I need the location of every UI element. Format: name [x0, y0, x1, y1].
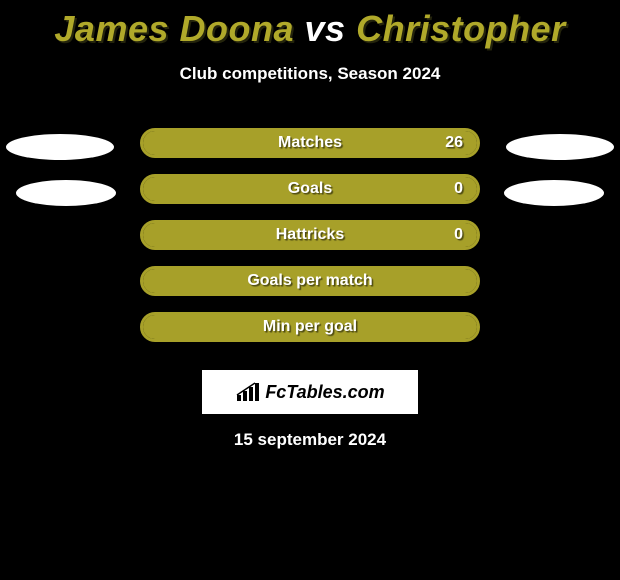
stat-bar-fill [143, 315, 477, 339]
stat-bar: Goals per match [140, 266, 480, 296]
vs-text: vs [305, 8, 346, 49]
stat-row: Min per goal [0, 312, 620, 358]
player2-marker [504, 180, 604, 206]
fctables-icon [235, 381, 261, 403]
stat-row: Hattricks0 [0, 220, 620, 266]
player1-marker [6, 134, 114, 160]
player1-marker [16, 180, 116, 206]
stat-bar: Goals0 [140, 174, 480, 204]
stat-row: Goals0 [0, 174, 620, 220]
stat-bar-fill [143, 269, 477, 293]
subtitle: Club competitions, Season 2024 [0, 64, 620, 84]
stat-bar: Matches26 [140, 128, 480, 158]
stat-rows: Matches26 Goals0 Hattricks0 Goals per match… [0, 128, 620, 358]
stat-bar-fill [143, 177, 477, 201]
player2-name: Christopher [356, 8, 566, 49]
stat-row: Matches26 [0, 128, 620, 174]
player1-name: James Doona [54, 8, 294, 49]
comparison-card: James Doona vs Christopher Club competit… [0, 0, 620, 580]
player2-marker [506, 134, 614, 160]
logo-box: FcTables.com [202, 370, 418, 414]
date-text: 15 september 2024 [0, 430, 620, 450]
card-title: James Doona vs Christopher [0, 0, 620, 50]
stat-bar: Min per goal [140, 312, 480, 342]
stat-bar-fill [143, 131, 477, 155]
logo-text: FcTables.com [265, 382, 384, 403]
stat-bar-fill [143, 223, 477, 247]
stat-bar: Hattricks0 [140, 220, 480, 250]
stat-row: Goals per match [0, 266, 620, 312]
